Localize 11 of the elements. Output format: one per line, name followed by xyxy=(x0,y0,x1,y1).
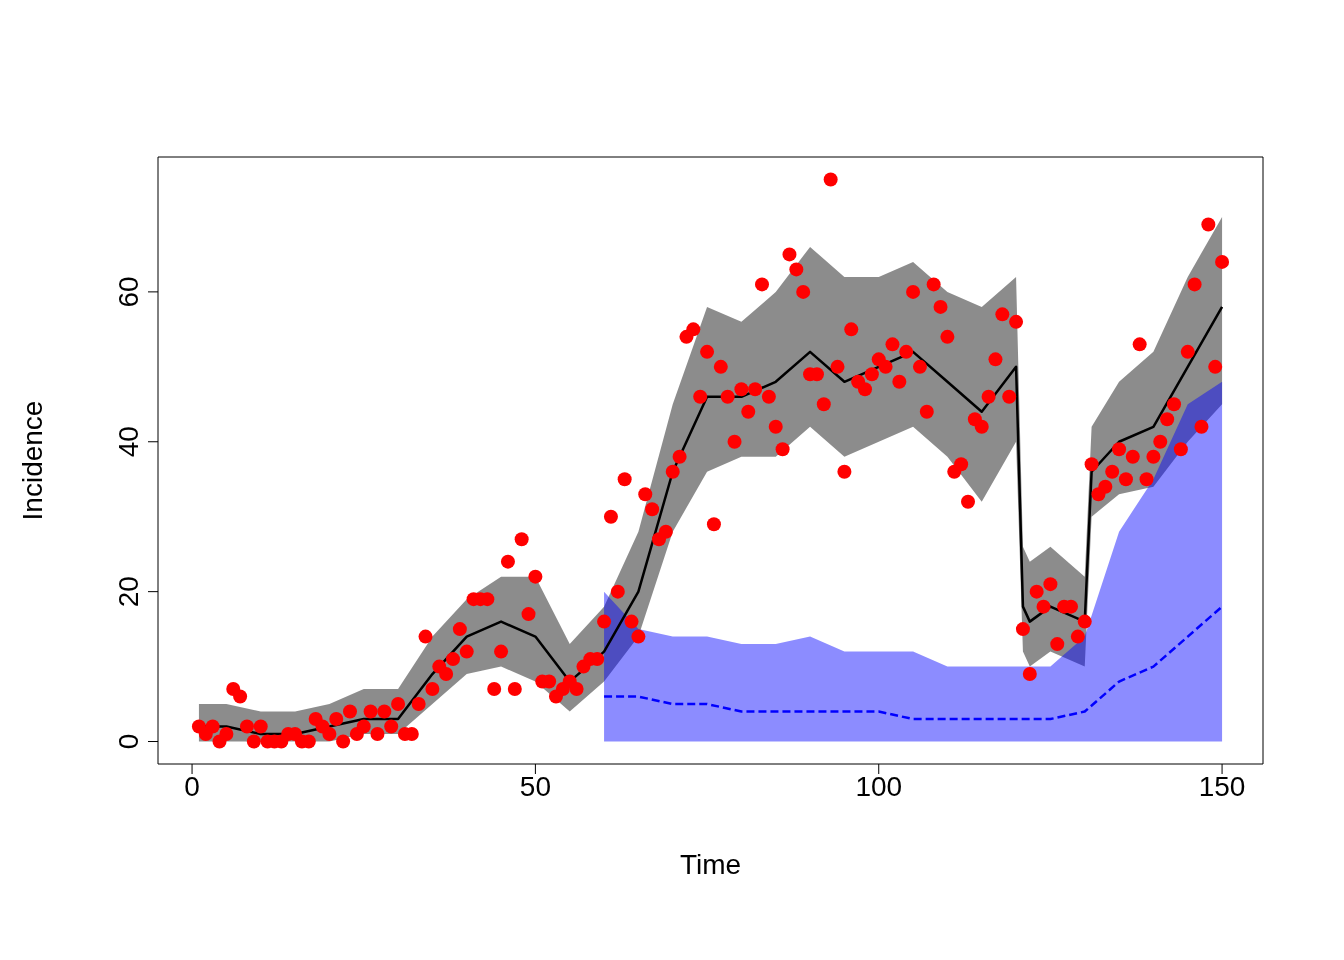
line-series xyxy=(602,605,1224,721)
x-tick-label: 100 xyxy=(855,770,903,802)
x-tick-label: 0 xyxy=(184,770,200,802)
x-tick-label: 50 xyxy=(519,770,551,802)
y-axis-title: Incidence xyxy=(17,400,48,521)
y-tick-label: 60 xyxy=(113,276,144,308)
y-tick-label: 0 xyxy=(113,733,144,750)
x-axis-title: Time xyxy=(679,849,742,880)
y-tick-label: 20 xyxy=(113,576,144,608)
y-tick-label: 40 xyxy=(113,426,144,458)
x-tick-label: 150 xyxy=(1198,770,1246,802)
